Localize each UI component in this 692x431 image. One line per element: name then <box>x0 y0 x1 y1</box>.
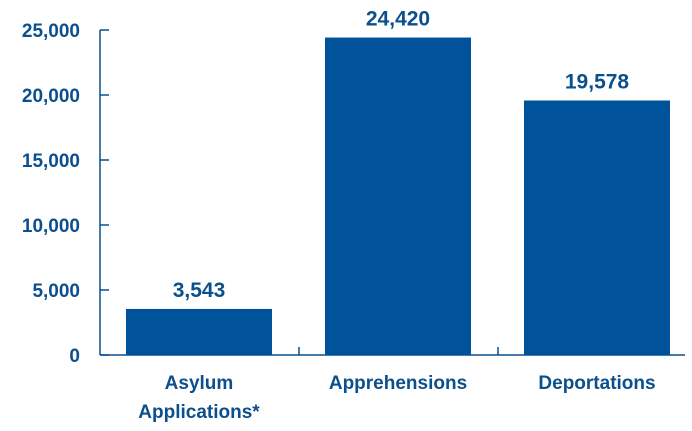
y-tick-label: 0 <box>69 346 80 367</box>
y-tick-label: 25,000 <box>22 21 80 42</box>
y-tick-label: 15,000 <box>22 151 80 172</box>
bar <box>126 308 272 355</box>
bar-value-label: 24,420 <box>366 8 430 31</box>
x-category-label: Apprehensions <box>329 373 467 394</box>
x-category-label: Applications* <box>138 402 260 423</box>
y-tick-label: 10,000 <box>22 216 80 237</box>
bar-value-label: 3,543 <box>173 279 226 302</box>
y-tick-label: 5,000 <box>32 281 80 302</box>
bar-value-label: 19,578 <box>565 70 630 93</box>
bar <box>524 100 670 356</box>
y-tick-label: 20,000 <box>22 86 80 107</box>
x-category-label: Asylum <box>165 373 234 394</box>
bar <box>325 37 471 355</box>
x-category-label: Deportations <box>538 373 655 394</box>
